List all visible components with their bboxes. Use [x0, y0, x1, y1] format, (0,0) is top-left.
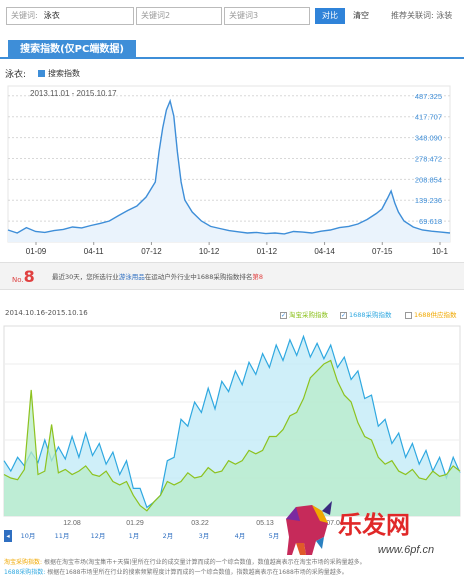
chart1-legend-label: 搜索指数 [48, 69, 80, 78]
x-tick-label: 10-12 [199, 247, 220, 256]
watermark-logo: 乐发网 www.6pf.cn [286, 501, 434, 556]
series-area [4, 360, 460, 516]
legend-taobao-label: 淘宝采购指数 [289, 311, 328, 319]
series-line [3, 334, 461, 509]
keyword-1-label: 关键词: [11, 11, 38, 20]
search-index-area [8, 101, 450, 242]
legend-swatch [38, 70, 45, 77]
keyword-input-1[interactable]: 关键词: 泳衣 [6, 7, 134, 25]
note-taobao-text: 根据在淘宝市场(淘宝集市+天猫)里所在行业的成交量计算而成的一个综合数值，数值越… [43, 559, 366, 566]
note-1688: 1688采购指数: 根据在1688市场里所在行业的搜索频繁程度计算而成的一个综合… [4, 567, 348, 576]
x-tick-label: 12.08 [63, 520, 81, 527]
y-tick-label: 487.325 [415, 92, 442, 101]
note-taobao: 淘宝采购指数: 根据在淘宝市场(淘宝集市+天猫)里所在行业的成交量计算而成的一个… [4, 557, 366, 566]
y-tick-label: 417.707 [415, 113, 442, 122]
chart1-legend[interactable]: 搜索指数 [38, 68, 80, 79]
y-tick-label: 348.090 [415, 134, 442, 143]
bull-logo-icon [286, 501, 332, 555]
month-item[interactable]: 10月 [20, 532, 36, 540]
series-line [3, 359, 461, 512]
month-item[interactable]: 2月 [162, 532, 174, 540]
y-tick-label: 69.618 [419, 217, 442, 226]
chart2-date-range: 2014.10.16-2015.10.16 [5, 309, 88, 317]
recommended-keyword-link[interactable]: 泳装 [436, 11, 453, 20]
month-item[interactable]: 3月 [198, 532, 210, 540]
search-index-chart: 69.618 139.236 208.854 278.472 348.090 417.70… [7, 85, 451, 256]
month-item[interactable]: 12月 [90, 532, 106, 540]
month-item[interactable]: 11月 [54, 532, 70, 540]
purchase-index-chart: 12.08 01.29 03.22 05.13 07.04 [3, 325, 461, 527]
ranking-category-link[interactable]: 游泳用品 [118, 273, 145, 281]
rank-prefix: No. [12, 276, 24, 284]
section-title-tab[interactable]: 搜索指数(仅PC端数据) [8, 40, 136, 59]
x-tick-label: 01.29 [126, 520, 144, 527]
y-tick-label: 208.854 [415, 175, 442, 184]
x-tick-label: 01-09 [26, 247, 47, 256]
x-tick-label: 04-14 [314, 247, 335, 256]
keyword-input-2[interactable]: 关键词2 [136, 7, 222, 25]
section-divider [0, 57, 464, 59]
clear-link[interactable]: 清空 [353, 11, 369, 20]
y-tick-label: 139.236 [415, 196, 442, 205]
legend-1688-supply[interactable]: 1688供应指数 [405, 309, 457, 319]
legend-taobao[interactable]: ✓ 淘宝采购指数 [280, 309, 328, 319]
x-tick-label: 07.04 [326, 520, 344, 527]
checkbox-taobao[interactable]: ✓ [280, 311, 287, 319]
ranking-text-mid: 在运动户外行业中1688采购指数排名 [144, 273, 253, 281]
x-tick-label: 07-12 [141, 247, 162, 256]
x-tick-label: 04-11 [84, 247, 104, 256]
x-tick-label: 01-12 [257, 247, 278, 256]
x-tick-label: 07-15 [372, 247, 393, 256]
keyword-2-placeholder: 关键词2 [141, 11, 171, 20]
note-1688-key: 1688采购指数: [4, 569, 46, 576]
legend-1688-supply-label: 1688供应指数 [414, 311, 457, 319]
x-tick-label: 05.13 [256, 520, 274, 527]
recommended-label: 推荐关联词: [391, 11, 434, 20]
chart1-keyword: 泳衣: [5, 70, 27, 80]
rank-number: No.8 [12, 267, 35, 286]
ranking-position: 第8 [252, 273, 263, 281]
recommended-keywords: 推荐关联词: 泳装 [391, 10, 452, 21]
legend-1688-purchase[interactable]: ✓ 1688采购指数 [340, 309, 392, 319]
keyword-3-placeholder: 关键词3 [229, 11, 259, 20]
legend-1688-purchase-label: 1688采购指数 [349, 311, 392, 319]
y-tick-label: 278.472 [415, 154, 442, 163]
checkbox-1688-purchase[interactable]: ✓ [340, 311, 347, 319]
x-tick-label: 03.22 [191, 520, 209, 527]
ranking-bar: No.8 最近30天，您所选行业游泳用品在运动户外行业中1688采购指数排名第8 [0, 262, 464, 290]
prev-month-button[interactable]: ◂ [4, 530, 12, 542]
search-bar: 关键词: 泳衣 关键词2 关键词3 对比 清空 推荐关联词: 泳装 [0, 0, 464, 34]
note-1688-text: 根据在1688市场里所在行业的搜索频繁程度计算而成的一个综合数值，指数越高表示在… [47, 569, 348, 576]
watermark-text: 乐发网 [338, 510, 410, 539]
month-item[interactable]: 4月 [234, 532, 246, 540]
rank-value: 8 [23, 267, 35, 286]
checkbox-1688-supply[interactable] [405, 311, 412, 319]
note-taobao-key: 淘宝采购指数: [4, 559, 43, 566]
x-tick-label: 10-1 [432, 247, 449, 256]
month-item[interactable]: 5月 [268, 532, 280, 540]
keyword-1-value: 泳衣 [43, 11, 60, 20]
watermark-url: www.6pf.cn [378, 544, 434, 556]
keyword-input-3[interactable]: 关键词3 [224, 7, 310, 25]
compare-button[interactable]: 对比 [315, 8, 345, 24]
ranking-text: 最近30天，您所选行业游泳用品在运动户外行业中1688采购指数排名第8 [52, 271, 263, 281]
chart1-date-range: 2013.11.01 - 2015.10.17 [30, 89, 117, 98]
month-navigator: ◂ 10月 11月 12月 1月 2月 3月 4月 5月 [4, 530, 294, 542]
month-item[interactable]: 1月 [128, 532, 140, 540]
ranking-text-pre: 最近30天，您所选行业 [52, 273, 119, 281]
search-index-line [7, 98, 451, 235]
